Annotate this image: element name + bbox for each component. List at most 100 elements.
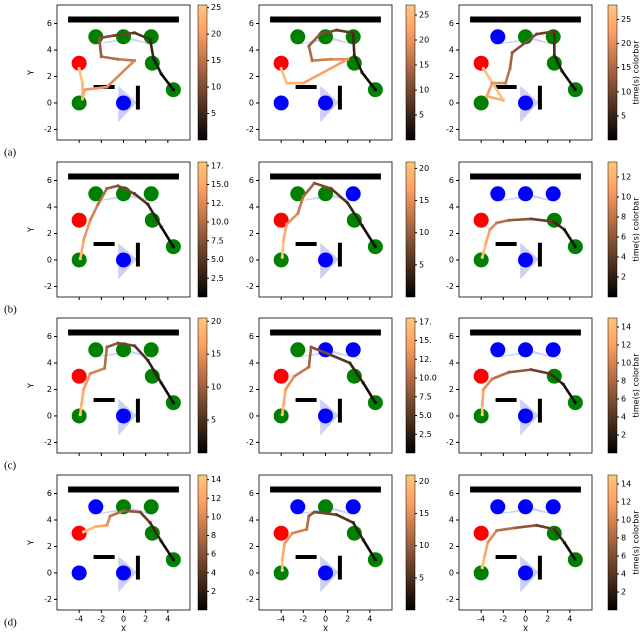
row-label: (a) [4,147,17,159]
colorbar-tick-label: 10 [419,86,429,95]
goal-circle [274,95,289,110]
trajectory-point [491,81,494,84]
y-tick-label: 2 [449,385,454,394]
colorbar-tick-label: 5 [211,109,216,118]
y-tick-label: 6 [47,489,52,498]
trajectory-point [553,30,556,33]
y-tick-label: 2 [449,72,454,81]
y-tick-label: 0 [449,98,454,107]
y-tick-label: -2 [44,438,52,447]
trajectory-point [563,541,566,544]
colorbar-tick-label: 17. [211,161,224,170]
colorbar-tick-label: 10 [211,83,221,92]
trajectory-point [508,67,511,70]
colorbar [608,318,617,453]
colorbar-tick-label: 20 [621,39,631,48]
trajectory-point [352,521,355,524]
trajectory-point [281,569,284,572]
goal-circle [518,499,533,514]
y-tick-label: 6 [47,176,52,185]
colorbar-tick-label: 10.0 [419,374,437,383]
y-tick-label: 6 [47,19,52,28]
goal-circle [72,95,87,110]
x-tick-label: 2 [545,615,550,624]
trajectory-point [80,404,83,407]
colorbar-label: time(s) colorbar [632,353,640,418]
colorbar-label: time(s) colorbar [632,510,640,575]
trajectory-point [139,510,142,513]
y-axis-label: Y [27,383,36,389]
y-tick-label: 0 [47,568,52,577]
trajectory-point [552,220,555,223]
trajectory-point [574,558,577,561]
goal-circle [144,186,159,201]
colorbar-tick-label: 25 [621,15,631,24]
trajectory-point [133,31,136,34]
goal-circle [318,95,333,110]
trajectory-point [574,88,577,91]
trajectory-point [348,361,351,364]
trajectory-point [280,67,283,70]
colorbar-tick-label: 5.0 [419,411,432,420]
trajectory-point [96,203,99,206]
colorbar-tick-label: 7.5 [419,392,432,401]
trajectory-point [82,530,85,533]
y-tick-label: -2 [446,595,454,604]
trajectory-point [305,528,308,531]
colorbar-tick-label: 2.5 [211,274,224,283]
goal-circle [518,342,533,357]
colorbar-tick-label: 10 [419,541,429,550]
colorbar-tick-label: 4 [621,253,626,262]
trajectory-point [89,372,92,375]
trajectory-point [362,538,365,541]
goal-circle [116,408,131,423]
colorbar [406,5,415,140]
trajectory-point [172,558,175,561]
colorbar [198,318,207,453]
trajectory-segment [482,389,483,405]
trajectory-point [507,371,510,374]
y-tick-label: 4 [47,203,52,212]
trajectory-point [560,70,563,73]
trajectory-point [105,524,108,527]
trajectory-segment [353,33,354,56]
trajectory-point [335,513,338,516]
goal-circle [144,499,159,514]
colorbar-tick-label: 5 [211,416,216,425]
goal-circle [318,408,333,423]
trajectory-point [100,55,103,58]
colorbar-tick-label: 15 [419,196,429,205]
colorbar-tick-label: 14 [621,323,631,332]
trajectory-point [329,187,332,190]
y-tick-label: 2 [249,542,254,551]
trajectory-point [495,221,498,224]
trajectory-point [360,224,363,227]
colorbar-tick-label: 8 [621,377,626,386]
goal-circle [318,252,333,267]
colorbar-tick-label: 20 [419,36,429,45]
trajectory-point [511,51,514,54]
goal-circle [290,342,305,357]
colorbar [608,162,617,297]
colorbar-tick-label: 8 [211,531,216,540]
trajectory-point [553,528,556,531]
goal-circle [72,565,87,580]
row-label: (c) [4,460,17,472]
trajectory-point [152,56,155,59]
colorbar-tick-label: 2 [621,588,626,597]
y-tick-label: 2 [449,229,454,238]
trajectory-point [281,413,284,416]
trajectory-point [553,54,556,57]
trajectory-point [362,381,365,384]
colorbar [608,5,617,140]
y-tick-label: -2 [44,125,52,134]
trajectory-point [313,182,316,185]
y-tick-label: 2 [249,385,254,394]
goal-circle [72,369,87,384]
goal-circle [474,369,489,384]
y-tick-label: -2 [246,595,254,604]
trajectory-point [374,401,377,404]
trajectory-point [535,524,538,527]
goal-circle [88,499,103,514]
colorbar-tick-label: 20 [419,164,429,173]
